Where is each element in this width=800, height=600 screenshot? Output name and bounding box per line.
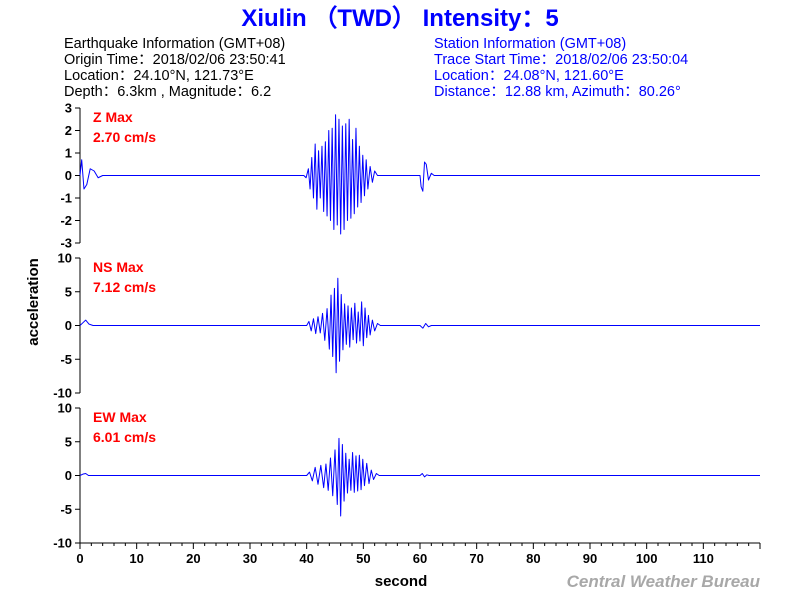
y-tick-label: 1 — [65, 146, 72, 161]
y-tick-label: -5 — [60, 352, 72, 367]
x-tick-label: 110 — [693, 551, 714, 566]
panel-label-z: Z Max — [93, 109, 133, 125]
panel-label-ns: NS Max — [93, 259, 144, 275]
x-tick-label: 30 — [243, 551, 257, 566]
panel-label-ew: EW Max — [93, 409, 147, 425]
y-tick-label: -2 — [60, 213, 72, 228]
y-tick-label: -10 — [53, 536, 72, 551]
panel-ns: 10 5 0 -5 -10 NS Max 7.12 cm/s — [53, 251, 760, 401]
panel-max-z: 2.70 cm/s — [93, 129, 156, 145]
x-tick-label: 10 — [129, 551, 143, 566]
y-tick-label: 5 — [65, 434, 72, 449]
y-tick-label: 2 — [65, 123, 72, 138]
trace-line-ew — [79, 437, 760, 517]
earthquake-info: Earthquake Information (GMT+08) Origin T… — [64, 36, 286, 100]
station-info: Station Information (GMT+08) Trace Start… — [434, 36, 688, 100]
x-tick-label: 40 — [299, 551, 313, 566]
x-tick-label: 0 — [76, 551, 83, 566]
panel-ew: 10 5 0 -5 -10 EW Max 6.01 cm/s — [53, 401, 760, 551]
y-tick-label: 0 — [65, 468, 72, 483]
earthquake-location: Location：24.10°N, 121.73°E — [64, 68, 254, 84]
chart-title: Xiulin （TWD） Intensity：5 — [241, 5, 558, 32]
y-tick-label: 0 — [65, 318, 72, 333]
station-info-heading: Station Information (GMT+08) — [434, 36, 626, 52]
x-tick-label: 100 — [636, 551, 658, 566]
y-tick-label: -1 — [60, 191, 72, 206]
y-tick-label: 0 — [65, 168, 72, 183]
credit-text: Central Weather Bureau — [567, 572, 761, 591]
station-distance-azimuth: Distance：12.88 km, Azimuth：80.26° — [434, 84, 681, 100]
earthquake-info-heading: Earthquake Information (GMT+08) — [64, 36, 285, 52]
x-tick-label: 60 — [413, 551, 427, 566]
x-tick-label: 20 — [186, 551, 200, 566]
x-axis: 0 10 20 30 40 50 60 70 80 90 100 110 — [76, 542, 761, 566]
y-tick-label: -5 — [60, 502, 72, 517]
earthquake-origin-time: Origin Time：2018/02/06 23:50:41 — [64, 52, 286, 68]
y-tick-label: 3 — [65, 101, 72, 116]
x-tick-label: 70 — [469, 551, 483, 566]
trace-line-z — [79, 114, 760, 235]
x-tick-label: 90 — [583, 551, 597, 566]
panel-max-ns: 7.12 cm/s — [93, 279, 156, 295]
x-axis-title: second — [375, 573, 428, 590]
y-tick-label: -10 — [53, 386, 72, 401]
panel-max-ew: 6.01 cm/s — [93, 429, 156, 445]
x-tick-label: 80 — [526, 551, 540, 566]
y-tick-label: 10 — [58, 401, 72, 416]
y-tick-label: -3 — [60, 236, 72, 251]
y-tick-label: 10 — [58, 251, 72, 266]
station-trace-start: Trace Start Time：2018/02/06 23:50:04 — [434, 52, 688, 68]
y-tick-label: 5 — [65, 284, 72, 299]
x-tick-label: 50 — [356, 551, 370, 566]
y-axis-title: acceleration — [25, 258, 42, 346]
panel-z: 3 2 1 0 -1 -2 -3 Z Max 2.70 cm/s — [60, 101, 760, 251]
trace-line-ns — [79, 277, 760, 374]
station-location: Location：24.08°N, 121.60°E — [434, 68, 624, 84]
earthquake-depth-magnitude: Depth：6.3km , Magnitude：6.2 — [64, 84, 271, 100]
